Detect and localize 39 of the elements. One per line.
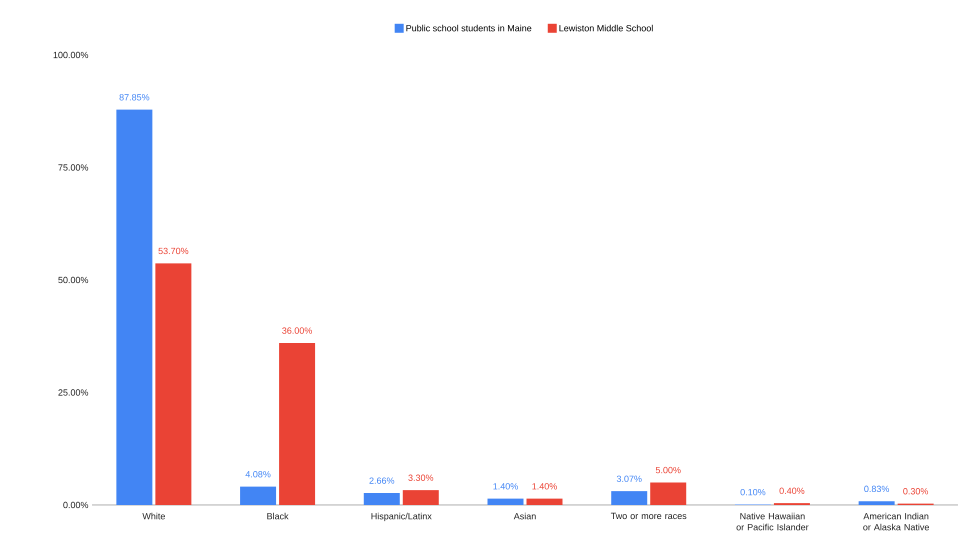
data-label: 53.70% [158,248,188,254]
data-label: 3.07% [616,476,642,482]
x-tick-label: Asian [514,512,536,520]
data-label: 2.66% [369,477,394,484]
x-tick-label: White [142,512,165,520]
x-tick-label: Hispanic/Latinx [372,512,432,522]
bar [279,342,316,505]
bar [402,490,439,505]
y-tick-label: 0.00% [63,502,88,508]
y-tick-label: 75.00% [58,164,88,171]
y-tick-label: 50.00% [58,276,88,284]
y-tick-label: 25.00% [58,389,88,396]
bar [488,498,524,505]
x-tick-label: American Indian or Alaska Native [863,512,929,530]
bar [858,501,895,505]
x-tick-label: Two or more races [610,512,686,520]
data-label: 0.40% [780,488,804,494]
data-label: 36.00% [282,327,312,334]
data-label: 0.83% [864,486,890,492]
bar [611,491,648,505]
legend-label: Public school students in Maine [406,24,532,32]
bar [526,498,562,505]
bar [116,110,152,505]
data-label: 0.30% [903,488,928,494]
x-tick-label: Black [267,512,289,520]
bar [240,486,276,505]
data-label: 3.30% [408,474,434,481]
data-label: 1.40% [532,483,557,490]
y-tick-label: 100.00% [54,52,88,58]
bar [155,263,192,505]
bar [364,493,400,505]
x-tick-label: Native Hawaiian or Pacific Islander [736,512,809,530]
data-label: 1.40% [493,483,518,490]
data-label: 5.00% [656,466,681,474]
bar [650,482,686,505]
data-label: 87.85% [119,94,150,100]
legend-label: Lewiston Middle School [559,24,653,32]
data-label: 4.08% [246,471,271,478]
data-label: 0.10% [740,488,766,496]
